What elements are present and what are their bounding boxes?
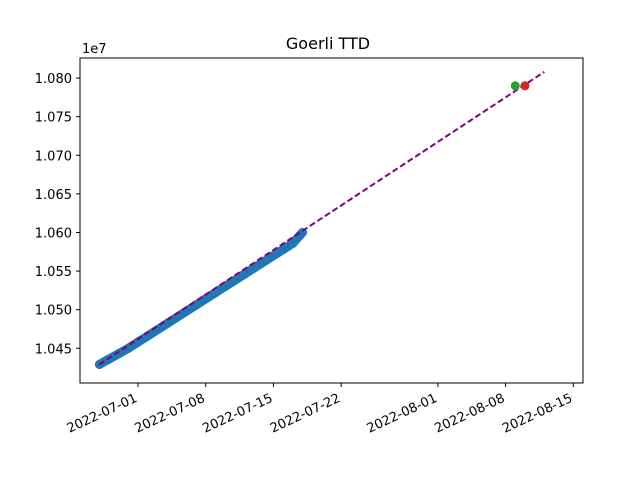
y-axis-ticks: 1.045 1.050 1.055 1.060 1.065 1.070 1.075 1.080: [35, 72, 80, 357]
y-tick-label: 1.055: [35, 265, 72, 280]
y-tick-label: 1.075: [35, 111, 72, 126]
y-tick-label: 1.065: [35, 188, 72, 203]
y-tick-label: 1.060: [35, 226, 72, 241]
trend-line: [98, 71, 545, 366]
y-tick-label: 1.050: [35, 304, 72, 319]
data-marks: [94, 71, 545, 369]
axes: [79, 57, 584, 384]
y-tick-label: 1.080: [35, 72, 72, 87]
data-point-band: [288, 227, 307, 248]
y-tick-label: 1.070: [35, 149, 72, 164]
highlight-point: [510, 81, 520, 91]
y-tick-label: 1.045: [35, 342, 72, 357]
axes-frame: [79, 57, 584, 384]
chart-title: Goerli TTD: [286, 34, 370, 53]
y-scale-label: 1e7: [82, 42, 107, 57]
highlight-point: [520, 81, 530, 91]
